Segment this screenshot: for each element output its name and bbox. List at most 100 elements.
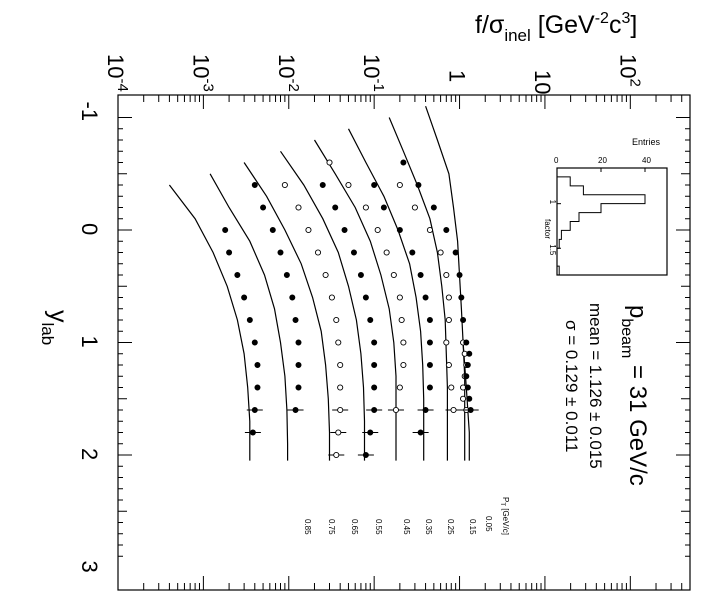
- data-point: [371, 361, 378, 368]
- y-tick-exponent: -1: [370, 78, 387, 91]
- data-point: [430, 204, 437, 211]
- y-tick-base: 10: [530, 70, 555, 94]
- data-point: [380, 204, 387, 211]
- data-point: [251, 181, 258, 188]
- data-point: [260, 204, 267, 211]
- data-point: [426, 339, 433, 346]
- data-point: [345, 181, 352, 189]
- data-point: [281, 181, 288, 189]
- data-point: [426, 384, 433, 391]
- data-point: [426, 226, 433, 234]
- data-point: [337, 384, 344, 391]
- data-point: [371, 339, 378, 346]
- data-point: [362, 294, 369, 301]
- data-point: [337, 406, 344, 414]
- data-point: [400, 361, 407, 369]
- inset-histogram: Entries factor 0 20 40 1 1.5: [543, 137, 668, 276]
- inset-ticks: 0 20 40 1 1.5: [548, 156, 651, 256]
- beam-label: pbeam = 31 GeV/c: [618, 305, 651, 486]
- y-tick-label: 10-1: [359, 54, 387, 92]
- data-point: [417, 429, 424, 436]
- data-point: [335, 339, 342, 346]
- pt-label: 0.65: [350, 519, 359, 535]
- inset-title: Entries: [632, 137, 661, 147]
- x-tick-label: 3: [77, 561, 102, 573]
- data-point: [460, 395, 467, 402]
- inset-entries-tick: 0: [554, 156, 559, 165]
- y-tick-base: 10: [103, 54, 128, 78]
- data-points: [222, 159, 479, 459]
- tick-marks: [117, 95, 691, 590]
- data-point: [374, 226, 381, 234]
- data-point: [362, 451, 369, 458]
- data-point: [422, 294, 429, 301]
- data-point: [328, 294, 335, 301]
- data-point: [396, 226, 403, 233]
- x-axis-title: ylab: [38, 310, 72, 345]
- sigma-text: σ = 0.129 ± 0.011: [562, 320, 581, 452]
- pt-label: 0.25: [446, 519, 455, 535]
- data-point: [362, 204, 369, 211]
- data-point: [251, 339, 258, 346]
- data-point: [367, 316, 374, 323]
- fit-curve: [425, 106, 466, 461]
- fit-curve: [168, 184, 251, 461]
- y-tick-base: 10: [615, 54, 640, 78]
- y-tick-label: 10: [530, 70, 555, 94]
- data-point: [445, 294, 452, 301]
- data-point: [314, 249, 322, 256]
- data-point: [443, 339, 450, 346]
- data-point: [458, 294, 465, 301]
- data-point: [464, 361, 471, 368]
- inset-frame: [556, 167, 668, 276]
- data-point: [283, 271, 290, 278]
- data-point: [292, 406, 299, 413]
- fit-curve: [313, 139, 397, 461]
- fit-curves: [168, 106, 470, 461]
- data-point: [254, 361, 261, 368]
- x-tick-label: 2: [77, 448, 102, 460]
- data-point: [357, 271, 364, 278]
- inset-factor-tick: 1: [548, 200, 557, 205]
- y-tick-label: 10-4: [103, 54, 131, 92]
- data-point: [437, 249, 444, 256]
- data-point: [443, 271, 450, 279]
- data-point: [400, 339, 407, 346]
- data-point: [295, 339, 302, 346]
- pt-label: 0.75: [327, 519, 336, 535]
- data-point: [254, 384, 261, 391]
- y-tick-base: 1: [445, 70, 470, 82]
- data-point: [396, 384, 403, 391]
- data-point: [417, 271, 424, 278]
- data-point: [341, 226, 348, 233]
- data-point: [322, 271, 329, 279]
- y-tick-label: 10-2: [274, 54, 302, 92]
- data-point: [367, 429, 374, 436]
- data-point: [249, 429, 256, 436]
- data-point: [241, 294, 248, 301]
- data-point: [335, 429, 342, 436]
- data-point: [246, 316, 253, 323]
- data-point: [251, 406, 258, 413]
- data-point: [269, 226, 276, 233]
- data-point: [333, 316, 340, 324]
- data-point: [400, 159, 407, 166]
- pt-label: 0.15: [468, 519, 477, 535]
- data-point: [415, 181, 422, 188]
- x-tick-label: 0: [77, 223, 102, 235]
- data-point: [383, 249, 390, 256]
- data-point: [295, 361, 302, 368]
- data-point: [319, 181, 326, 188]
- fit-curve: [280, 150, 366, 461]
- data-point: [371, 384, 378, 391]
- data-point: [332, 204, 339, 211]
- data-point: [445, 361, 452, 369]
- inset-xlabel: factor: [543, 219, 552, 239]
- data-point: [333, 451, 340, 459]
- pt-label: 0.85: [303, 519, 312, 535]
- y-tick-base: 10: [274, 54, 299, 78]
- data-point: [411, 204, 418, 211]
- pt-label: 0.55: [374, 519, 383, 535]
- fit-curve: [243, 162, 331, 461]
- inset-histogram-line: [556, 168, 646, 275]
